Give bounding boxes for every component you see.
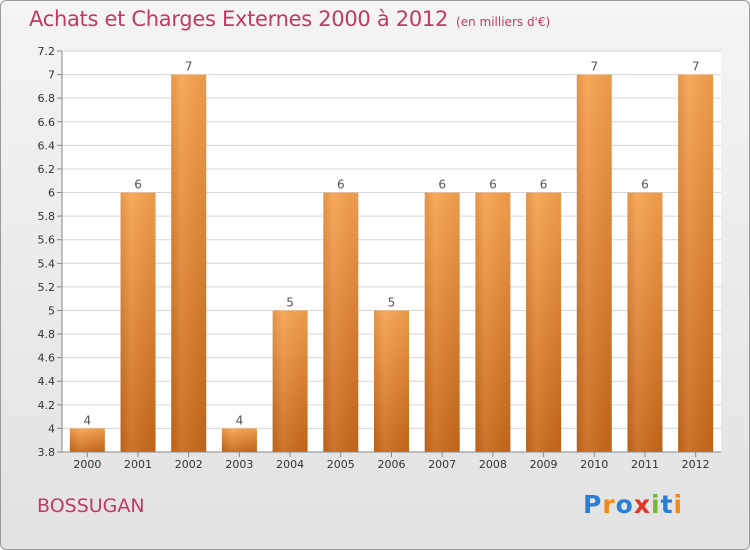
y-tick-label: 3.8 [38,446,56,459]
bar-shade-2006 [374,310,409,452]
y-tick-label: 5.2 [38,281,56,294]
data-label: 6 [489,178,497,192]
y-tick-label: 4.8 [38,328,56,341]
y-tick-label: 5 [48,304,55,317]
bar-shade-2004 [272,310,308,452]
data-label: 6 [641,178,649,192]
y-tick-label: 4.6 [38,352,56,365]
x-tick-label: 2008 [479,458,507,471]
logo-letter: P [583,490,603,519]
x-tick-label: 2004 [276,458,304,471]
bar-shade-2001 [120,192,156,452]
chart-subtitle: (en milliers d'€) [456,15,551,29]
x-tick-label: 2009 [530,458,558,471]
x-tick-label: 2002 [175,458,203,471]
logo-letter: r [602,490,616,519]
y-tick-label: 6.8 [38,92,56,105]
y-tick-label: 4.4 [38,375,56,388]
y-tick-label: 7.2 [38,45,56,58]
y-tick-label: 4 [48,422,55,435]
data-label: 6 [540,178,548,192]
bar-shade-2011 [627,192,663,452]
data-label: 6 [134,178,142,192]
data-label: 7 [590,60,598,74]
data-label: 6 [438,178,446,192]
data-label: 7 [692,60,700,74]
y-tick-label: 6.4 [38,139,56,152]
y-tick-label: 5.8 [38,210,56,223]
bar-shade-2003 [221,428,257,452]
logo-letter: x [633,490,651,519]
chart-title-row: Achats et Charges Externes 2000 à 2012 (e… [29,7,550,31]
proxiti-logo: Proxiti [583,490,683,519]
y-tick-label: 5.6 [38,234,56,247]
bar-shade-2007 [424,192,460,452]
data-label: 4 [236,413,244,427]
x-tick-label: 2006 [378,458,406,471]
data-label: 5 [388,295,396,309]
data-label: 4 [84,413,92,427]
bar-shade-2012 [678,74,714,453]
bar-shade-2009 [526,192,562,452]
bar-shade-2005 [323,192,359,452]
chart-title: Achats et Charges Externes 2000 à 2012 [29,7,449,31]
x-tick-label: 2011 [631,458,659,471]
logo-letter: o [615,490,634,519]
logo-letter: t [660,490,674,519]
y-tick-label: 6.2 [38,163,56,176]
x-tick-label: 2003 [225,458,253,471]
y-tick-label: 7 [48,69,55,82]
bar-shade-2010 [576,74,612,453]
data-label: 6 [337,178,345,192]
data-label: 7 [185,60,193,74]
logo-letter: i [673,490,684,519]
x-tick-label: 2000 [73,458,101,471]
bar-shade-2008 [475,192,511,452]
data-label: 5 [286,295,294,309]
y-tick-label: 4.2 [38,399,56,412]
x-tick-label: 2010 [580,458,608,471]
x-tick-label: 2007 [428,458,456,471]
x-tick-label: 2005 [327,458,355,471]
location-name: BOSSUGAN [37,495,145,517]
y-tick-label: 5.4 [38,257,56,270]
y-tick-label: 6 [48,187,55,200]
logo-letter: i [651,490,661,519]
x-tick-label: 2012 [682,458,710,471]
y-tick-label: 6.6 [38,116,56,129]
bar-shade-2000 [69,428,105,452]
bar-shade-2002 [171,74,207,453]
x-tick-label: 2001 [124,458,152,471]
